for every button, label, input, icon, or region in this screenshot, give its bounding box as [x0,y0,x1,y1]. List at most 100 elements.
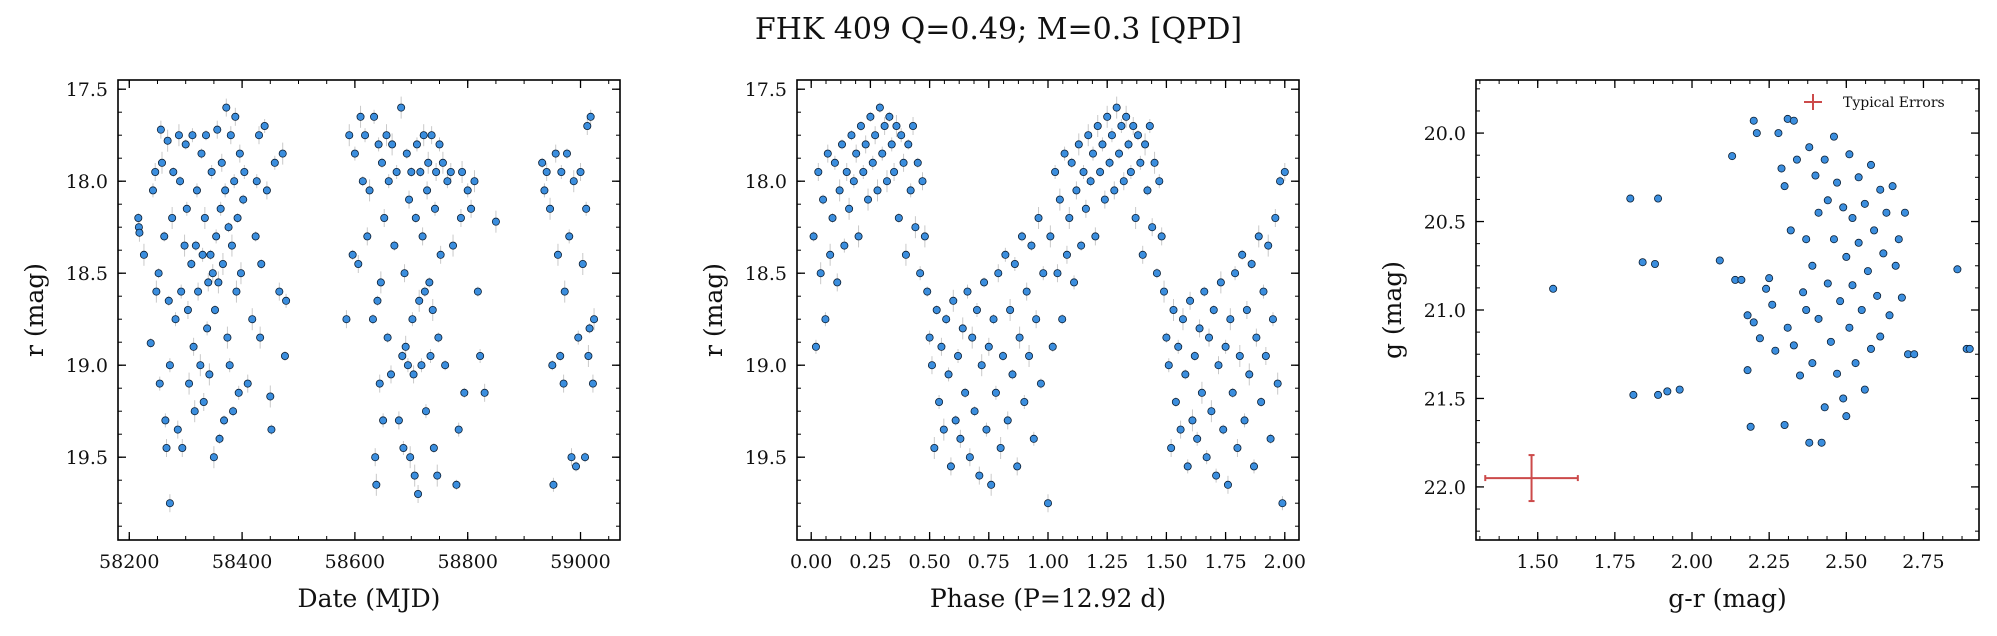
data-point: 58264, 19.3 [161,416,170,425]
data-point: 2.36, 20.9 [1799,288,1808,297]
data-point: 58336, 17.75 [201,131,210,140]
data-point: 0.6, 18.65 [949,296,958,305]
data-point: 2, 17.95 [1280,167,1289,176]
chart-panel-2: 0.01, 18.3 0.02, 18.9 0.03, 17.95 0.04, 18.… [699,79,1306,613]
data-point: 0.84, 18.7 [1006,305,1015,314]
x-tick-label: 58600 [325,551,385,573]
data-point: 2.44, 20.38 [1823,196,1832,205]
data-point: 58316, 19.25 [190,407,199,416]
data-point: 1.15, 17.95 [1079,167,1088,176]
data-point: 2.54, 20.62 [1854,238,1863,247]
y-tick-label: 22.0 [1424,477,1466,499]
y-tick-label: 20.5 [1424,212,1466,234]
data-point: 2.26, 20.97 [1768,300,1777,309]
data-point: 0.57, 18.75 [942,315,951,324]
data-point: 0.95, 18.75 [1032,315,1041,324]
data-point: 0.21, 17.7 [856,122,865,131]
data-point: 1.39, 17.9 [1136,158,1145,167]
data-point: 1.16, 18.15 [1081,204,1090,213]
data-point: 0.25, 17.65 [866,112,875,121]
data-point: 58472, 17.85 [278,149,287,158]
data-point: 0.3, 17.85 [878,149,887,158]
data-point: 1.1, 17.9 [1067,158,1076,167]
data-point: 59016, 18.8 [585,324,594,333]
data-point: 1.91, 18.6 [1259,287,1268,296]
data-point: 58590, 17.75 [345,131,354,140]
data-point: 2.65, 20.3 [1888,182,1897,191]
data-point: 0.74, 19.35 [982,425,991,434]
data-point: 1.71, 19.6 [1212,471,1221,480]
data-point: 1.73, 18.55 [1216,278,1225,287]
data-point: 58364, 17.9 [217,158,226,167]
data-point: 58780, 19.65 [452,480,461,489]
x-tick-label: 0.25 [849,551,891,573]
data-point: 58742, 18.15 [430,204,439,213]
data-point: 58980, 18.3 [565,232,574,241]
data-point: 0.47, 18 [918,177,927,186]
data-point: 0.61, 19.3 [951,416,960,425]
data-point: 2.52, 20.86 [1848,281,1857,290]
data-point: 0.5, 18.85 [925,333,934,342]
data-point: 1.64, 18.8 [1195,324,1204,333]
data-point: 2.24, 20.88 [1762,284,1771,293]
data-point: 2.18, 21.03 [1743,311,1752,320]
data-point: 58358, 18.55 [214,278,223,287]
data-point: 58700, 17.95 [407,167,416,176]
data-point: 0.86, 18.45 [1010,259,1019,268]
data-point: 0.06, 18.75 [821,315,830,324]
data-point: 1.6, 18.65 [1186,296,1195,305]
data-point: 1.2, 18.3 [1091,232,1100,241]
data-point: 58656, 17.75 [382,131,391,140]
data-point: 58764, 18 [443,177,452,186]
data-point: 58660, 18 [384,177,393,186]
data-point: 58678, 19.3 [394,416,403,425]
data-point: 58988, 18 [569,177,578,186]
data-point: 2.38, 20.08 [1805,143,1814,152]
data-point: 0.38, 17.75 [897,131,906,140]
data-point: 58642, 17.8 [374,140,383,149]
data-point: 58694, 19 [403,361,412,370]
data-point: 58318, 18.35 [191,241,200,250]
data-point: 0.82, 18.4 [1001,250,1010,259]
data-point: 1.8, 20.37 [1626,194,1635,203]
data-point: 1.11, 18.55 [1070,278,1079,287]
data-point: 58788, 18.2 [456,213,465,222]
data-point: 58270, 18.65 [164,296,173,305]
data-point: 1.55, 20.88 [1549,284,1558,293]
data-point: 58278, 17.95 [169,167,178,176]
data-point: 58932, 17.9 [538,158,547,167]
data-point: 0.31, 17.7 [880,122,889,131]
data-point: 58354, 18.3 [212,232,221,241]
data-point: 58384, 19.25 [229,407,238,416]
data-point: 58368, 19.3 [220,416,229,425]
data-point: 58478, 18.65 [282,296,291,305]
data-point: 58960, 18.4 [553,250,562,259]
data-point: 58784, 19.35 [454,425,463,434]
data-point: 58350, 19.5 [209,453,218,462]
data-point: 0.04, 18.5 [816,269,825,278]
data-point: 58610, 17.65 [356,112,365,121]
data-point: 58294, 19.45 [178,443,187,452]
data-point: 58722, 17.75 [419,131,428,140]
data-point: 58732, 18.55 [425,278,434,287]
data-point: 2.19, 21.66 [1746,422,1755,431]
data-point: 2.62, 20.68 [1879,249,1888,258]
data-point: 2.27, 21.23 [1771,346,1780,355]
data-point: 0.71, 19.6 [975,471,984,480]
data-point: 58218, 18.28 [135,228,144,237]
data-point: 0.43, 17.7 [909,122,918,131]
data-point: 2.29, 20.2 [1777,164,1786,173]
data-point: 58424, 18.3 [251,232,260,241]
data-point: 58600, 17.85 [350,149,359,158]
data-point: 1.81, 18.95 [1235,351,1244,360]
data-point: 0.75, 18.9 [984,342,993,351]
data-point: 58936, 18.05 [540,186,549,195]
y-tick-label: 19.5 [745,447,787,469]
data-point: 58674, 17.95 [392,167,401,176]
data-point: 1.08, 18.4 [1062,250,1071,259]
data-point: 0.07, 17.85 [823,149,832,158]
chart-panel-1: 58216, 18.258217, 18.2558218, 18.2858226… [20,79,621,613]
data-point: 1.45, 17.9 [1150,158,1159,167]
data-point: 2.61, 20.32 [1876,185,1885,194]
data-point: 1.33, 17.65 [1122,112,1131,121]
